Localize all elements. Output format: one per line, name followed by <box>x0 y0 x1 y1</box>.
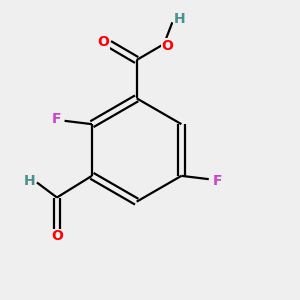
Text: O: O <box>161 39 173 53</box>
Text: H: H <box>24 174 35 188</box>
Text: O: O <box>98 35 109 49</box>
Text: O: O <box>51 230 63 244</box>
Text: H: H <box>174 12 185 26</box>
Text: F: F <box>212 174 222 188</box>
Text: F: F <box>52 112 61 126</box>
